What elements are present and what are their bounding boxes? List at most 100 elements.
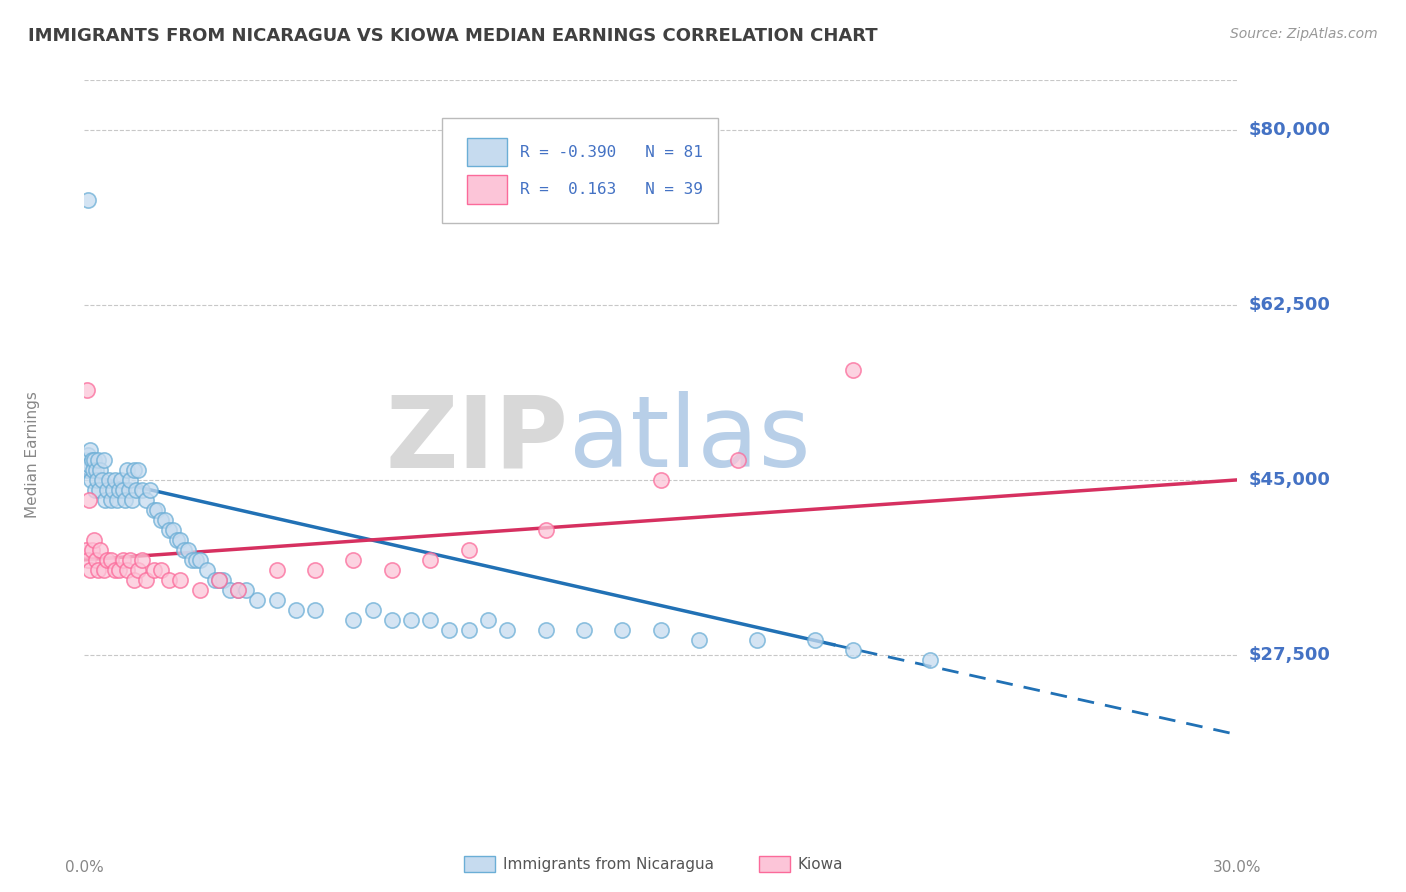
- Point: [115, 463, 138, 477]
- Point: [124, 463, 146, 477]
- Point: [419, 613, 441, 627]
- Point: [342, 613, 364, 627]
- Point: [266, 563, 288, 577]
- Point: [650, 473, 672, 487]
- Point: [87, 563, 110, 577]
- Point: [181, 553, 204, 567]
- Bar: [467, 176, 508, 204]
- Point: [77, 448, 100, 462]
- Point: [138, 483, 160, 497]
- Point: [104, 473, 127, 487]
- Point: [842, 642, 865, 657]
- Point: [342, 553, 364, 567]
- Point: [208, 573, 231, 587]
- Text: $45,000: $45,000: [1249, 471, 1330, 489]
- Text: R = -0.390   N = 81: R = -0.390 N = 81: [520, 145, 703, 160]
- Point: [842, 363, 865, 377]
- Point: [612, 623, 634, 637]
- Point: [93, 453, 115, 467]
- Point: [457, 542, 479, 557]
- Point: [79, 442, 101, 457]
- Point: [111, 553, 134, 567]
- Point: [688, 632, 710, 647]
- Point: [108, 483, 131, 497]
- Point: [77, 492, 100, 507]
- Point: [534, 623, 557, 637]
- Point: [120, 553, 142, 567]
- Point: [727, 453, 749, 467]
- Point: [381, 563, 404, 577]
- Point: [125, 483, 148, 497]
- Text: 30.0%: 30.0%: [1213, 860, 1261, 874]
- Point: [77, 193, 100, 207]
- Point: [76, 383, 98, 397]
- Text: Kiowa: Kiowa: [797, 857, 842, 871]
- Point: [131, 483, 153, 497]
- Point: [77, 458, 100, 472]
- Point: [100, 492, 122, 507]
- Point: [90, 473, 112, 487]
- Point: [177, 542, 200, 557]
- Point: [188, 553, 211, 567]
- Point: [127, 563, 149, 577]
- Point: [142, 563, 165, 577]
- Point: [146, 503, 169, 517]
- Text: Immigrants from Nicaragua: Immigrants from Nicaragua: [503, 857, 714, 871]
- FancyBboxPatch shape: [441, 118, 718, 223]
- Point: [108, 563, 131, 577]
- Point: [131, 553, 153, 567]
- Point: [173, 542, 195, 557]
- Point: [120, 473, 142, 487]
- Point: [150, 563, 173, 577]
- Point: [226, 582, 249, 597]
- Point: [439, 623, 461, 637]
- Point: [284, 603, 307, 617]
- Point: [96, 483, 118, 497]
- Point: [80, 473, 103, 487]
- Point: [399, 613, 422, 627]
- Point: [169, 533, 191, 547]
- Text: $27,500: $27,500: [1249, 646, 1330, 664]
- Point: [650, 623, 672, 637]
- Point: [169, 573, 191, 587]
- Point: [79, 563, 101, 577]
- Text: ZIP: ZIP: [385, 392, 568, 489]
- Point: [76, 463, 98, 477]
- Point: [457, 623, 479, 637]
- Point: [208, 573, 231, 587]
- Point: [166, 533, 188, 547]
- Point: [105, 492, 128, 507]
- Point: [84, 463, 107, 477]
- Point: [211, 573, 233, 587]
- Point: [188, 582, 211, 597]
- Point: [157, 523, 180, 537]
- Point: [80, 453, 103, 467]
- Point: [84, 553, 107, 567]
- Point: [135, 492, 157, 507]
- Point: [86, 473, 108, 487]
- Text: R =  0.163   N = 39: R = 0.163 N = 39: [520, 182, 703, 197]
- Point: [87, 453, 110, 467]
- Point: [77, 553, 100, 567]
- Point: [184, 553, 207, 567]
- Point: [100, 553, 122, 567]
- Bar: [467, 138, 508, 167]
- Point: [162, 523, 184, 537]
- Point: [153, 513, 176, 527]
- Text: $80,000: $80,000: [1249, 121, 1330, 139]
- Point: [226, 582, 249, 597]
- Text: atlas: atlas: [568, 392, 810, 489]
- Point: [304, 603, 326, 617]
- Point: [150, 513, 173, 527]
- Point: [94, 492, 117, 507]
- Point: [83, 533, 105, 547]
- Text: IMMIGRANTS FROM NICARAGUA VS KIOWA MEDIAN EARNINGS CORRELATION CHART: IMMIGRANTS FROM NICARAGUA VS KIOWA MEDIA…: [28, 27, 877, 45]
- Point: [96, 553, 118, 567]
- Point: [135, 573, 157, 587]
- Point: [110, 473, 132, 487]
- Point: [75, 542, 97, 557]
- Point: [121, 492, 143, 507]
- Point: [918, 653, 941, 667]
- Point: [195, 563, 218, 577]
- Point: [80, 542, 103, 557]
